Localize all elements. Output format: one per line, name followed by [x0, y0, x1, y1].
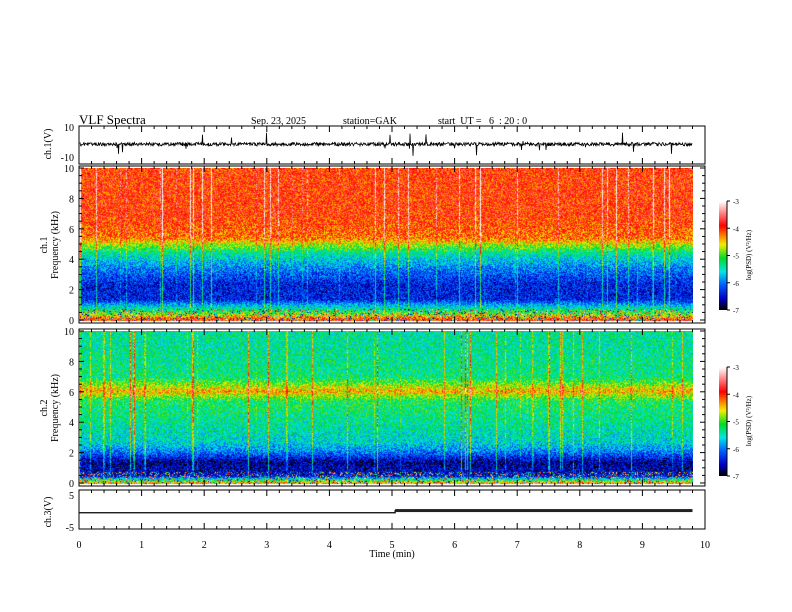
y-tick-label: 0 — [69, 479, 74, 490]
ch3-ylabel: ch.3(V) — [43, 497, 54, 528]
y-tick-label: 10 — [64, 327, 74, 338]
panel-frame — [78, 328, 706, 487]
y-tick-label: 10 — [64, 164, 74, 175]
x-tick-label: 6 — [452, 540, 457, 551]
colorbar-tick-label: -3 — [733, 198, 739, 206]
start-time-label: start UT = 6 : 20 : 0 — [438, 116, 527, 127]
colorbar-tick-label: -4 — [733, 391, 739, 399]
colorbar-tick-label: -6 — [733, 446, 739, 454]
y-tick-label: 6 — [69, 388, 74, 399]
colorbar-tick-label: -6 — [733, 280, 739, 288]
ch3-ytick-label: 5 — [69, 491, 74, 502]
x-tick-label: 7 — [515, 540, 520, 551]
ch1-ylabel: ch.1(V) — [43, 129, 54, 160]
ch1-spectrogram-image — [80, 168, 693, 322]
ch2-spec-ylabel-2: Frequency (kHz) — [50, 374, 61, 442]
colorbar-tick-label: -5 — [733, 419, 739, 427]
station-label: station=GAK — [343, 116, 398, 127]
ch1-ytick-label: 10 — [64, 123, 74, 134]
x-axis-label: Time (min) — [369, 549, 414, 560]
x-tick-label: 3 — [264, 540, 269, 551]
ch1-spec-ylabel-1: ch.1 — [39, 237, 50, 254]
ch3-trace-dense — [395, 509, 693, 513]
x-tick-label: 4 — [327, 540, 332, 551]
x-tick-label: 2 — [202, 540, 207, 551]
colorbar-tick-label: -3 — [733, 364, 739, 372]
colorbar-tick-label: -7 — [733, 307, 739, 315]
y-tick-label: 0 — [69, 316, 74, 327]
ch2-spectrogram-image — [80, 331, 693, 485]
x-tick-label: 10 — [700, 540, 710, 551]
ch1-trace — [79, 132, 693, 156]
ch1-colorbar — [719, 201, 727, 310]
colorbar-tick-label: -7 — [733, 473, 739, 481]
y-tick-label: 4 — [69, 255, 74, 266]
y-tick-label: 4 — [69, 418, 74, 429]
y-tick-label: 8 — [69, 194, 74, 205]
panel-frame — [78, 165, 706, 324]
colorbar-tick-label: -5 — [733, 253, 739, 261]
ch2-spec-ylabel-1: ch.2 — [39, 400, 50, 417]
y-tick-label: 8 — [69, 357, 74, 368]
y-tick-label: 2 — [69, 449, 74, 460]
ch1-spec-ylabel-2: Frequency (kHz) — [50, 211, 61, 279]
figure-title: VLF Spectra — [79, 112, 146, 127]
y-tick-label: 2 — [69, 286, 74, 297]
ch2-colorbar-label: log(PSD) (V²/Hz) — [745, 395, 753, 446]
ch1-colorbar-label: log(PSD) (V²/Hz) — [745, 229, 753, 280]
ch2-colorbar — [719, 367, 727, 476]
x-tick-label: 1 — [139, 540, 144, 551]
x-tick-label: 8 — [577, 540, 582, 551]
colorbar-tick-label: -4 — [733, 225, 739, 233]
y-tick-label: 6 — [69, 225, 74, 236]
x-tick-label: 9 — [640, 540, 645, 551]
x-tick-label: 0 — [77, 540, 82, 551]
ch1-ytick-label: -10 — [61, 153, 74, 164]
ch3-ytick-label: -5 — [66, 523, 74, 534]
date-label: Sep. 23, 2025 — [251, 116, 306, 127]
x-tick-label: 5 — [390, 540, 395, 551]
